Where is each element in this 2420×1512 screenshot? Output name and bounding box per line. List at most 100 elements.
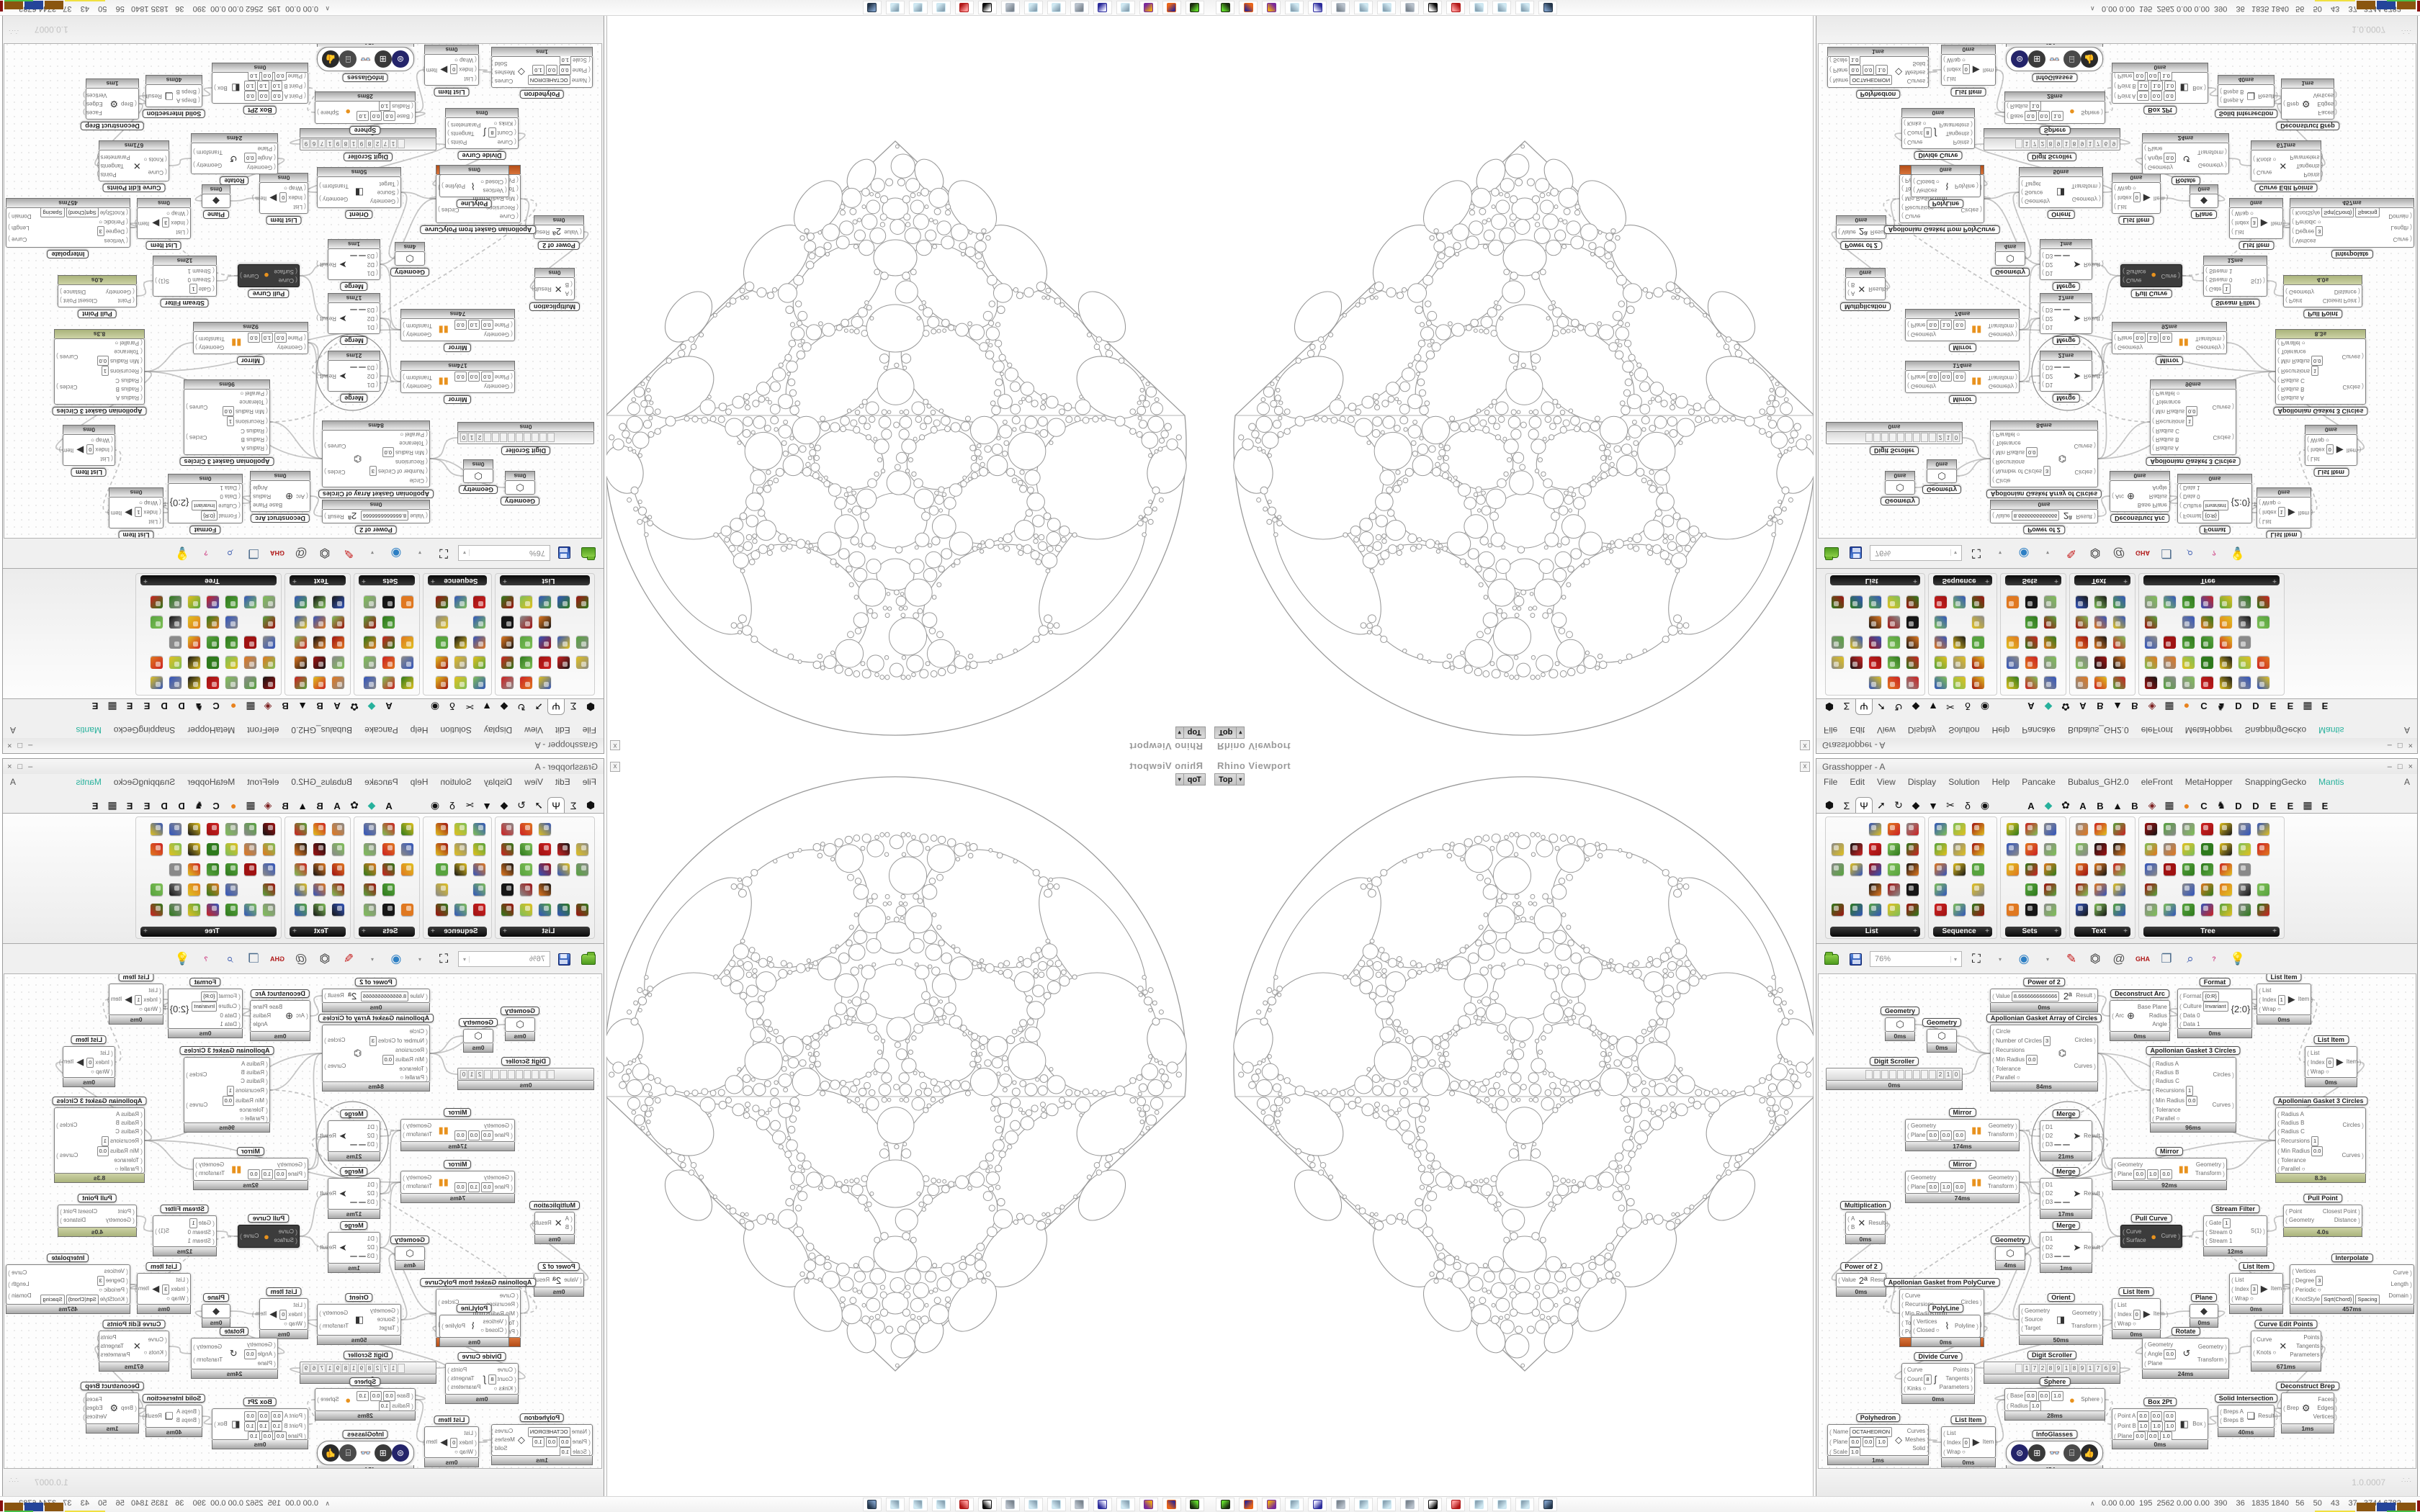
category-tab-16[interactable]: B <box>282 801 289 811</box>
component-icon[interactable] <box>2197 899 2216 919</box>
category-tab-18[interactable]: ▦ <box>2164 799 2174 811</box>
browser-window-icon[interactable]: ❐ <box>248 952 259 966</box>
component-icon[interactable] <box>452 899 470 919</box>
search-s-icon[interactable]: ⌕ <box>226 546 233 560</box>
component-icon[interactable] <box>2040 899 2059 919</box>
component-icon[interactable] <box>1950 653 1968 673</box>
component-icon[interactable] <box>361 839 380 859</box>
category-tab-13[interactable]: A <box>333 701 341 711</box>
category-tab-18[interactable]: ▦ <box>246 799 256 811</box>
component-icon[interactable] <box>2072 653 2091 673</box>
taskbar-monitor-icon[interactable] <box>863 1 882 14</box>
component-icon[interactable] <box>433 839 452 859</box>
component-icon[interactable] <box>498 819 517 839</box>
component-icon[interactable] <box>260 899 279 919</box>
grasshopper-titlebar[interactable]: x Grasshopper - A ‒ □ × <box>3 738 620 753</box>
category-tab-26[interactable]: ▦ <box>107 799 117 811</box>
zoom-extents-icon[interactable]: ⛶ <box>1972 546 1981 560</box>
component-icon[interactable] <box>2179 633 2197 653</box>
expand-icon[interactable]: + <box>2054 927 2058 935</box>
category-tab-9[interactable]: ◉ <box>1980 799 1990 811</box>
component-icon[interactable] <box>398 653 417 673</box>
menu-item-edit[interactable]: Edit <box>555 725 570 735</box>
category-tab-6[interactable]: ▼ <box>482 800 492 811</box>
category-tab-22[interactable]: D <box>2235 801 2242 811</box>
taskbar-notepad-icon[interactable] <box>886 1498 905 1511</box>
palette-panel-label[interactable]: Sequence + <box>428 575 487 585</box>
component-icon[interactable] <box>204 613 223 633</box>
taskbar-notepad-icon[interactable] <box>1024 1498 1043 1511</box>
category-tab-25[interactable]: E <box>126 801 133 811</box>
component-icon[interactable] <box>1847 899 1865 919</box>
component-icon[interactable] <box>517 859 536 879</box>
component-icon[interactable] <box>380 839 398 859</box>
expand-icon[interactable]: + <box>143 927 148 935</box>
component-icon[interactable] <box>223 819 241 839</box>
node-canvas[interactable]: Geometry ⬡ 0ms Geometry ⬡ 0ms Digit Scroller 2 1… <box>4 973 602 1469</box>
rhino-viewport[interactable]: Rhino Viewport Top ▾ <box>606 756 1210 1496</box>
component-icon[interactable] <box>433 899 452 919</box>
category-tab-12[interactable]: ✿ <box>2061 701 2070 713</box>
component-icon[interactable] <box>452 859 470 879</box>
component-icon[interactable] <box>1865 633 1884 653</box>
component-icon[interactable] <box>380 613 398 633</box>
preview-eye-icon[interactable]: ◉ <box>390 546 402 560</box>
component-icon[interactable] <box>2141 839 2160 859</box>
palette-panel-label[interactable]: Text + <box>2074 575 2130 585</box>
close-button[interactable]: × <box>7 762 12 771</box>
projector-icon[interactable]: ⏣ <box>2089 952 2101 966</box>
component-icon[interactable] <box>2022 859 2040 879</box>
category-tab-26[interactable]: ▦ <box>107 701 117 713</box>
taskbar-notepad-icon[interactable] <box>1515 1 1534 14</box>
component-icon[interactable] <box>517 633 536 653</box>
component-icon[interactable] <box>2072 633 2091 653</box>
category-tab-27[interactable]: E <box>2321 801 2329 811</box>
component-icon[interactable] <box>185 673 204 693</box>
component-icon[interactable] <box>2091 613 2110 633</box>
component-icon[interactable] <box>452 653 470 673</box>
component-icon[interactable] <box>470 819 489 839</box>
component-icon[interactable] <box>2072 899 2091 919</box>
resize-grip[interactable]: ∴∴ <box>8 1477 19 1485</box>
expand-icon[interactable]: + <box>2272 577 2277 585</box>
component-icon[interactable] <box>452 673 470 693</box>
help-box-icon[interactable]: ? <box>204 549 208 557</box>
menu-item-a[interactable]: A <box>2403 777 2410 787</box>
category-tab-12[interactable]: ✿ <box>350 799 359 811</box>
component-icon[interactable] <box>329 673 348 693</box>
category-tab-15[interactable]: ▲ <box>2112 800 2123 811</box>
category-tab-14[interactable]: B <box>316 701 323 711</box>
component-icon[interactable] <box>433 613 452 633</box>
component-icon[interactable] <box>260 673 279 693</box>
zoom-level-combo[interactable]: 76% ▾ <box>1870 951 1962 967</box>
category-tab-15[interactable]: ▲ <box>2112 701 2123 712</box>
menu-item-display[interactable]: Display <box>483 777 513 787</box>
menu-item-solution[interactable]: Solution <box>1948 725 1980 735</box>
taskbar-device-green-icon[interactable] <box>1186 1498 1204 1511</box>
component-icon[interactable] <box>241 899 260 919</box>
component-icon[interactable] <box>148 899 166 919</box>
category-tab-0[interactable]: ⬢ <box>1824 799 1834 811</box>
component-icon[interactable] <box>329 879 348 899</box>
component-icon[interactable] <box>185 899 204 919</box>
component-icon[interactable] <box>2022 819 2040 839</box>
taskbar-firefox-icon[interactable] <box>1162 1 1181 14</box>
category-tab-5[interactable]: ◆ <box>1912 799 1920 811</box>
open-file-icon[interactable] <box>1822 544 1841 562</box>
component-icon[interactable] <box>1828 859 1847 879</box>
menu-item-solution[interactable]: Solution <box>440 725 472 735</box>
node-canvas[interactable]: Geometry ⬡ 0ms Geometry ⬡ 0ms Digit Scroller 2 1… <box>1818 973 2416 1469</box>
taskbar-owl-app-icon[interactable] <box>1139 1 1158 14</box>
component-icon[interactable] <box>1931 593 1950 613</box>
preview-eye-icon[interactable]: ◉ <box>390 952 402 966</box>
component-icon[interactable] <box>555 899 573 919</box>
component-icon[interactable] <box>536 653 555 673</box>
component-icon[interactable] <box>2091 633 2110 653</box>
taskbar-cat-icon[interactable] <box>1423 1 1442 14</box>
minimize-button[interactable]: ‒ <box>28 741 33 750</box>
component-icon[interactable] <box>2235 673 2254 693</box>
close-icon[interactable]: x <box>610 762 620 772</box>
menu-item-file[interactable]: File <box>582 777 596 787</box>
component-icon[interactable] <box>310 613 329 633</box>
component-icon[interactable] <box>536 673 555 693</box>
